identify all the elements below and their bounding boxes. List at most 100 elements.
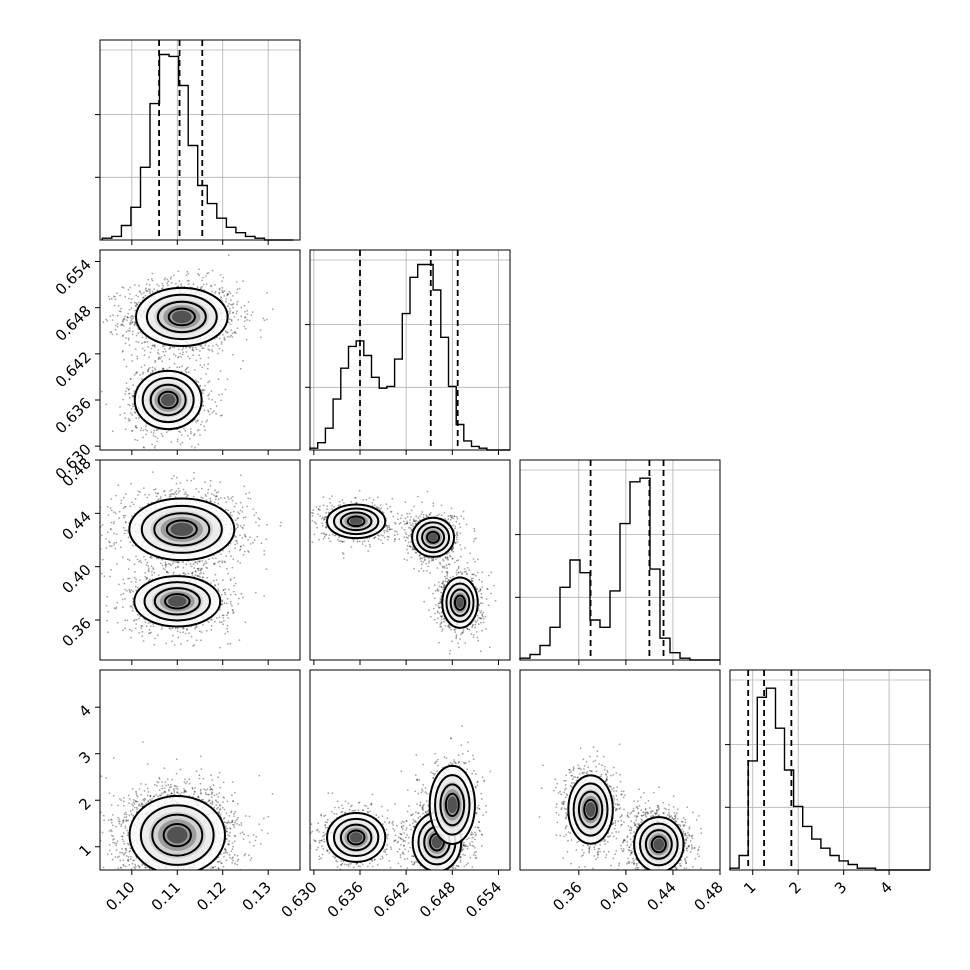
scatter-point xyxy=(152,471,154,473)
scatter-point xyxy=(173,353,175,355)
scatter-point xyxy=(217,590,220,592)
scatter-point xyxy=(313,533,316,536)
scatter-point xyxy=(177,356,179,359)
scatter-point xyxy=(200,567,203,570)
scatter-point xyxy=(154,488,157,491)
scatter-point xyxy=(136,303,139,306)
scatter-point xyxy=(236,327,239,329)
scatter-point xyxy=(143,354,146,357)
scatter-point xyxy=(201,279,203,282)
scatter-point xyxy=(147,368,150,370)
scatter-point xyxy=(145,289,147,291)
scatter-panel-1-0 xyxy=(66,249,301,451)
scatter-point xyxy=(114,328,117,331)
scatter-point xyxy=(279,525,282,527)
scatter-point xyxy=(211,348,213,351)
scatter-point xyxy=(205,499,208,502)
scatter-point xyxy=(204,493,207,496)
scatter-point xyxy=(201,347,204,350)
scatter-point xyxy=(143,292,145,294)
scatter-point xyxy=(227,293,229,296)
scatter-point xyxy=(153,429,156,432)
scatter-point xyxy=(202,347,205,349)
scatter-point xyxy=(190,430,192,433)
scatter-point xyxy=(175,493,178,495)
scatter-point xyxy=(113,542,116,544)
scatter-point xyxy=(155,557,158,560)
scatter-point xyxy=(209,497,212,500)
scatter-point xyxy=(169,563,172,566)
scatter-point xyxy=(134,412,137,414)
panel-content xyxy=(310,489,497,655)
scatter-point xyxy=(126,316,129,319)
scatter-point xyxy=(162,367,165,370)
scatter-point xyxy=(204,384,207,387)
scatter-point xyxy=(189,428,192,430)
scatter-point xyxy=(127,338,130,341)
scatter-point xyxy=(230,603,232,605)
hist-grid-0 xyxy=(100,40,300,240)
scatter-point xyxy=(177,491,180,494)
scatter-point xyxy=(135,618,138,621)
scatter-point xyxy=(134,321,136,323)
scatter-point xyxy=(205,629,208,632)
scatter-point xyxy=(102,321,105,324)
scatter-point xyxy=(124,627,127,630)
scatter-point xyxy=(198,354,201,357)
scatter-point xyxy=(222,589,225,592)
scatter-point xyxy=(147,565,150,567)
scatter-point xyxy=(252,508,255,510)
scatter-point xyxy=(207,344,210,347)
scatter-point xyxy=(194,561,197,564)
scatter-point xyxy=(132,597,134,600)
scatter-point xyxy=(202,404,205,407)
scatter-point xyxy=(271,308,274,311)
scatter-point xyxy=(244,621,247,624)
scatter-point xyxy=(235,540,238,542)
scatter-point xyxy=(66,308,68,310)
scatter-point xyxy=(129,323,131,326)
scatter-point xyxy=(130,501,133,504)
scatter-point xyxy=(174,627,177,630)
scatter-point xyxy=(134,438,137,441)
scatter-point xyxy=(153,488,155,491)
scatter-point xyxy=(141,342,143,345)
scatter-point xyxy=(199,350,201,352)
scatter-point xyxy=(95,597,97,599)
scatter-point xyxy=(119,310,122,313)
scatter-point xyxy=(218,291,221,294)
scatter-point xyxy=(202,404,205,407)
scatter-point xyxy=(205,566,208,569)
scatter-point xyxy=(209,479,212,482)
scatter-point xyxy=(200,286,203,289)
scatter-point xyxy=(223,602,226,605)
scatter-point xyxy=(164,494,167,497)
scatter-point xyxy=(135,589,138,592)
scatter-point xyxy=(173,274,175,277)
scatter-point xyxy=(177,561,180,564)
scatter-point xyxy=(265,568,268,570)
scatter-point xyxy=(160,627,163,630)
scatter-point xyxy=(240,592,243,595)
scatter-point xyxy=(162,345,164,348)
scatter-point xyxy=(171,627,174,630)
hist-frame-2 xyxy=(519,459,721,661)
scatter-point xyxy=(226,567,228,570)
scatter-point xyxy=(239,545,242,548)
scatter-point xyxy=(187,272,190,275)
scatter-point xyxy=(154,367,156,370)
scatter-point xyxy=(249,543,252,545)
scatter-point xyxy=(206,367,209,370)
scatter-point xyxy=(122,526,125,529)
scatter-point xyxy=(139,374,142,376)
scatter-point xyxy=(115,533,118,535)
scatter-point xyxy=(126,316,129,318)
scatter-point xyxy=(135,555,137,558)
contour-1-0 xyxy=(133,369,203,431)
scatter-point xyxy=(220,343,223,345)
scatter-point xyxy=(129,316,132,319)
scatter-point xyxy=(109,507,112,510)
density-level-3 xyxy=(168,595,187,607)
scatter-point xyxy=(211,411,214,414)
scatter-point xyxy=(127,577,129,580)
